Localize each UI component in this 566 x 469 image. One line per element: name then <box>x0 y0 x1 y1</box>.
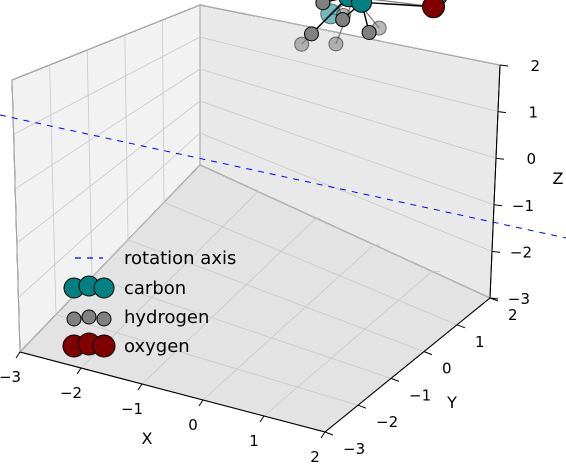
bond-C3-O1 <box>361 1 434 8</box>
z-gridline <box>13 36 201 135</box>
z-gridline <box>199 68 497 159</box>
y-gridline <box>86 49 93 278</box>
x-tick-label: −3 <box>0 368 21 386</box>
x-tick <box>259 415 265 423</box>
x-tick-label: −1 <box>121 400 143 418</box>
y-tick-label: 1 <box>475 333 485 351</box>
y-axis-line <box>324 297 491 433</box>
y-tick <box>423 351 433 356</box>
y-tick-label: 0 <box>442 360 452 378</box>
bond-C8-O1 <box>372 0 434 8</box>
hydrogen-atom-H3 <box>315 0 331 11</box>
z-tick <box>493 204 503 207</box>
z-tick-label: 1 <box>528 104 538 122</box>
x-tick <box>320 431 326 439</box>
z-tick-label: −1 <box>512 197 534 215</box>
y-axis-label: Y <box>446 393 457 412</box>
front-atoms <box>304 0 447 42</box>
z-gridline <box>199 36 499 112</box>
hydrogen-atom-H15 <box>328 36 344 52</box>
y-tick-label: 2 <box>508 306 518 324</box>
rotation-axis-line <box>0 114 566 239</box>
y-tick <box>324 431 334 436</box>
z-gridline <box>19 164 201 353</box>
x-tick-label: 0 <box>188 416 198 434</box>
z-gridline <box>11 4 201 81</box>
hydrogen-atom-H13 <box>294 36 310 52</box>
z-tick <box>499 64 509 67</box>
axes-panes <box>11 4 501 433</box>
z-tick <box>497 111 507 114</box>
legend-rotation-axis-label: rotation axis <box>124 248 236 269</box>
z-tick <box>495 157 505 160</box>
y-gridline <box>162 19 165 203</box>
y-gridline <box>11 79 21 353</box>
y-gridline <box>127 239 425 352</box>
z-tick-label: −3 <box>508 290 530 308</box>
z-tick-label: 0 <box>526 150 536 168</box>
x-tick <box>137 383 143 391</box>
z-tick-label: 2 <box>530 57 540 75</box>
z-gridline <box>199 4 501 66</box>
x-tick <box>76 367 82 375</box>
x-tick <box>15 351 21 359</box>
x-tick-label: 1 <box>249 432 259 450</box>
axis-frame <box>19 64 501 433</box>
bond-C5-C7 <box>330 0 345 15</box>
y-gridline <box>55 314 359 406</box>
z-gridline <box>18 132 201 298</box>
z-gridline <box>199 164 491 299</box>
x-tick <box>198 399 204 407</box>
z-axis-label: Z <box>553 169 564 188</box>
legend-carbon-marker <box>93 277 115 299</box>
hydrogen-atom-H8 <box>335 12 351 28</box>
x-gridline <box>141 217 317 385</box>
legend-hydrogen-label: hydrogen <box>124 307 209 328</box>
z-gridline <box>16 100 201 244</box>
x-gridline <box>202 244 375 401</box>
legend-oxygen-marker <box>92 334 116 358</box>
y-gridline <box>163 202 458 326</box>
legend-hydrogen-marker <box>96 311 112 327</box>
z-gridline <box>199 132 493 252</box>
y-gridline <box>49 64 57 315</box>
y-tick <box>456 324 466 329</box>
z-tick <box>489 297 499 300</box>
z-axis-line <box>489 64 501 299</box>
z-tick <box>491 250 501 253</box>
x-axis-line <box>19 351 326 433</box>
legend: rotation axis carbon hydrogen oxygen <box>62 248 236 358</box>
y-tick <box>357 404 367 409</box>
hydrogen-atom-H5 <box>361 24 377 40</box>
grid-lines <box>11 4 501 433</box>
y-tick-label: −2 <box>376 413 398 431</box>
y-gridline <box>91 276 392 379</box>
legend-carbon-label: carbon <box>124 278 186 299</box>
x-axis-label: X <box>142 429 153 448</box>
z-gridline <box>14 68 201 190</box>
legend-hydrogen-marker <box>81 309 97 325</box>
x-tick-label: 2 <box>310 448 320 466</box>
y-gridline <box>124 34 129 240</box>
legend-hydrogen-marker <box>66 311 82 327</box>
carbon-atom-C3 <box>351 0 373 13</box>
legend-oxygen-label: oxygen <box>124 336 190 357</box>
hydrogen-atom-H4 <box>304 26 319 42</box>
y-tick-label: −3 <box>343 440 365 458</box>
y-tick <box>390 377 400 382</box>
z-tick-label: −2 <box>510 243 532 261</box>
x-tick-label: −2 <box>60 384 82 402</box>
y-tick-label: −1 <box>409 386 431 404</box>
oxygen-atom-O1 <box>422 0 445 19</box>
x-gridline <box>263 271 433 417</box>
z-gridline <box>199 100 495 206</box>
